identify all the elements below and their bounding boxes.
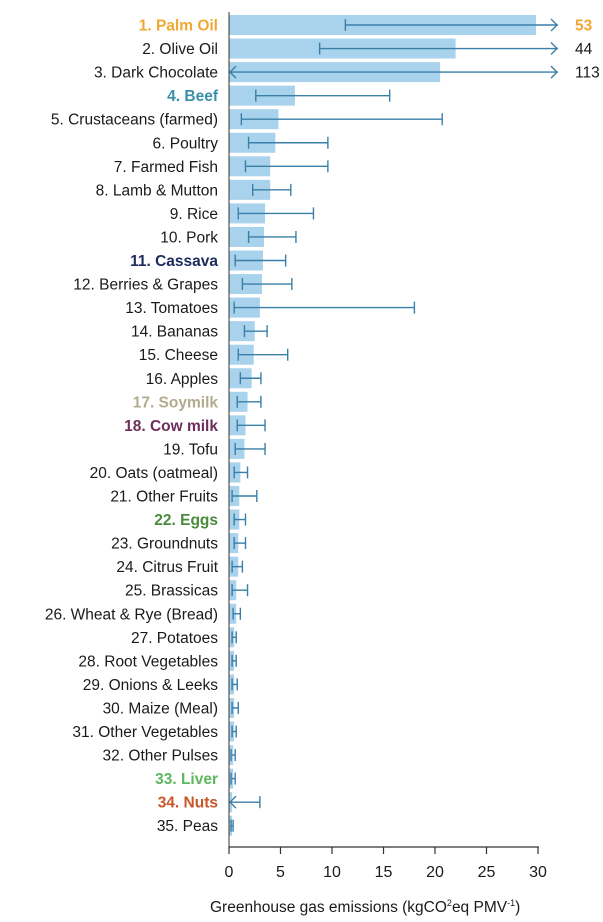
category-label: 17. Soymilk [133, 394, 219, 411]
category-label: 4. Beef [167, 88, 219, 105]
category-label: 5. Crustaceans (farmed) [51, 112, 218, 129]
category-label: 22. Eggs [154, 512, 218, 529]
category-label: 15. Cheese [139, 347, 218, 364]
category-label: 18. Cow milk [124, 418, 218, 435]
category-label: 33. Liver [155, 771, 218, 788]
category-label: 34. Nuts [158, 795, 218, 812]
x-tick-label: 0 [225, 864, 234, 881]
clipped-value-label: 53 [575, 18, 593, 35]
x-axis-label-part: Greenhouse gas emissions (kgCO [210, 899, 447, 917]
x-tick-label: 5 [276, 864, 285, 881]
category-label: 35. Peas [157, 818, 218, 835]
clipped-value-label: 44 [575, 41, 593, 58]
category-label: 2. Olive Oil [142, 41, 218, 58]
bar [229, 226, 265, 247]
error-bar-arrow-left [229, 795, 237, 809]
error-bar-arrow-right [550, 42, 558, 56]
category-label: 27. Potatoes [131, 630, 218, 647]
category-label: 3. Dark Chocolate [94, 65, 218, 82]
category-label: 1. Palm Oil [139, 18, 218, 35]
category-label: 19. Tofu [163, 441, 218, 458]
error-bar-arrow-right [550, 65, 558, 79]
error-bar-arrow-left [229, 65, 237, 79]
category-label: 14. Bananas [131, 324, 218, 341]
x-tick-label: 30 [529, 864, 547, 881]
category-label: 24. Citrus Fruit [116, 559, 218, 576]
x-tick-label: 15 [375, 864, 393, 881]
category-label: 23. Groundnuts [111, 536, 218, 553]
category-label: 30. Maize (Meal) [103, 700, 218, 717]
x-axis-label: Greenhouse gas emissions (kgCO2eq PMV-1) [0, 898, 603, 917]
category-label: 9. Rice [170, 206, 218, 223]
category-label: 13. Tomatoes [125, 300, 218, 317]
clipped-value-label: 113 [575, 65, 600, 82]
category-label: 28. Root Vegetables [78, 653, 218, 670]
category-label: 25. Brassicas [125, 583, 218, 600]
x-tick-label: 25 [478, 864, 496, 881]
x-axis-label-part: ) [515, 899, 521, 917]
category-label: 8. Lamb & Mutton [96, 182, 218, 199]
category-label: 20. Oats (oatmeal) [90, 465, 218, 482]
category-label: 29. Onions & Leeks [83, 677, 219, 694]
category-label: 7. Farmed Fish [114, 159, 218, 176]
category-label: 11. Cassava [130, 253, 218, 270]
error-bar-arrow-right [550, 18, 558, 32]
bar [229, 321, 255, 342]
x-axis-label-subscript: 2 [446, 898, 452, 908]
category-label: 16. Apples [146, 371, 219, 388]
x-tick-label: 20 [426, 864, 444, 881]
category-label: 32. Other Pulses [103, 748, 219, 765]
category-label: 10. Pork [160, 229, 218, 246]
x-axis-label-superscript: -1 [507, 898, 516, 908]
x-tick-label: 10 [323, 864, 341, 881]
category-label: 21. Other Fruits [110, 489, 218, 506]
x-axis-label-part: eq PMV [451, 899, 508, 917]
category-label: 12. Berries & Grapes [73, 277, 218, 294]
category-label: 6. Poultry [153, 135, 219, 152]
bar [229, 179, 271, 200]
category-label: 26. Wheat & Rye (Bread) [45, 606, 218, 623]
category-label: 31. Other Vegetables [72, 724, 218, 741]
